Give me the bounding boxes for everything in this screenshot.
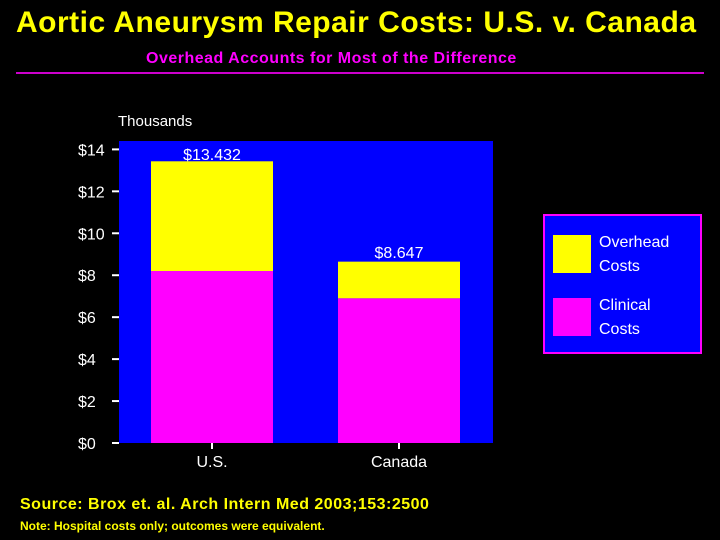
y-tick-label: $10 xyxy=(78,226,105,243)
legend-swatch xyxy=(553,298,591,336)
title-divider xyxy=(16,72,704,74)
y-tick-label: $0 xyxy=(78,436,96,453)
y-tick-label: $2 xyxy=(78,394,96,411)
y-tick-label: $4 xyxy=(78,352,96,369)
chart-subtitle: Overhead Accounts for Most of the Differ… xyxy=(146,50,517,67)
chart-title: Aortic Aneurysm Repair Costs: U.S. v. Ca… xyxy=(16,6,697,39)
bar-segment-clinical-costs xyxy=(151,271,273,443)
bar-segment-overhead-costs xyxy=(338,261,460,299)
x-tick-label: U.S. xyxy=(196,454,227,471)
legend-label: Costs xyxy=(599,258,640,275)
y-axis-title: Thousands xyxy=(118,113,192,130)
legend-swatch xyxy=(553,235,591,273)
y-tick-label: $14 xyxy=(78,142,105,159)
bar-segment-clinical-costs xyxy=(338,298,460,443)
legend-label: Costs xyxy=(599,321,640,338)
y-tick-label: $8 xyxy=(78,268,96,285)
y-tick-label: $6 xyxy=(78,310,96,327)
source-citation: Source: Brox et. al. Arch Intern Med 200… xyxy=(20,496,430,513)
x-tick-label: Canada xyxy=(371,454,427,471)
bar-segment-overhead-costs xyxy=(151,161,273,272)
footnote: Note: Hospital costs only; outcomes were… xyxy=(20,519,325,533)
bar-total-label: $8.647 xyxy=(375,245,424,262)
legend-label: Clinical xyxy=(599,297,651,314)
y-tick-label: $12 xyxy=(78,184,105,201)
bar-total-label: $13.432 xyxy=(183,147,241,164)
legend-label: Overhead xyxy=(599,234,669,251)
